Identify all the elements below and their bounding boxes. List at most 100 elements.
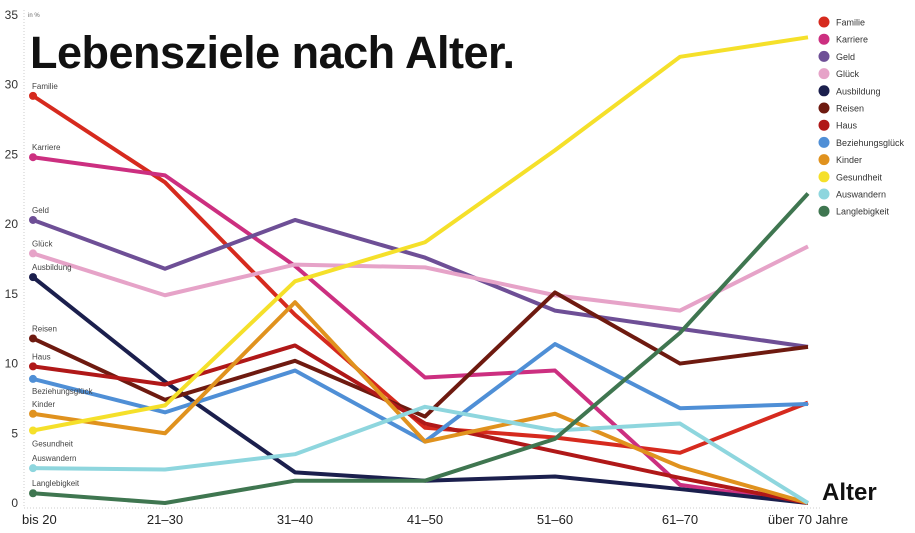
series-line xyxy=(32,35,809,433)
series-label: Auswandern xyxy=(32,454,76,463)
series-label: Geld xyxy=(32,206,49,215)
series-start-marker xyxy=(29,409,37,418)
legend-item: Ausbildung xyxy=(818,85,881,97)
legend-item: Reisen xyxy=(818,102,864,114)
series-glück: Glück xyxy=(29,239,809,313)
series-label: Reisen xyxy=(32,324,57,333)
series-label: Karriere xyxy=(32,143,61,152)
legend-swatch xyxy=(818,33,830,45)
legend-swatch xyxy=(818,50,830,62)
legend-item: Langlebigkeit xyxy=(818,205,890,217)
legend-item: Auswandern xyxy=(818,188,886,200)
y-tick-label: 25 xyxy=(5,147,19,161)
series-label: Haus xyxy=(32,352,51,361)
x-tick-label: 31–40 xyxy=(277,512,313,527)
series-karriere: Karriere xyxy=(29,143,809,505)
series-label: Gesundheit xyxy=(32,439,74,448)
series-label: Glück xyxy=(32,239,53,248)
legend-swatch xyxy=(818,205,830,217)
legend-item: Gesundheit xyxy=(818,171,883,183)
legend-label: Familie xyxy=(836,18,865,28)
series-haus: Haus xyxy=(29,343,809,505)
x-tick-label: 51–60 xyxy=(537,512,573,527)
legend-swatch xyxy=(818,188,830,200)
series-start-marker xyxy=(29,249,37,258)
legend-item: Haus xyxy=(818,119,858,131)
series-label: Langlebigkeit xyxy=(32,479,80,488)
legend-label: Auswandern xyxy=(836,190,886,200)
legend-label: Ausbildung xyxy=(836,86,881,96)
y-axis-unit: in % xyxy=(28,13,40,19)
legend-label: Reisen xyxy=(836,104,864,114)
series-line xyxy=(31,94,809,455)
x-tick-label: über 70 Jahre xyxy=(768,512,848,527)
series-label: Beziehungsglück xyxy=(32,387,93,396)
legend-swatch xyxy=(818,68,830,80)
legend-item: Beziehungsglück xyxy=(818,136,905,148)
y-tick-label: 30 xyxy=(5,78,19,92)
x-tick-label: bis 20 xyxy=(22,512,57,527)
legend-item: Karriere xyxy=(818,33,868,45)
legend-swatch xyxy=(818,154,830,166)
series-start-marker xyxy=(29,362,37,371)
series-start-marker xyxy=(29,489,37,498)
series-line xyxy=(32,192,810,505)
legend-label: Gesundheit xyxy=(836,172,883,182)
series-line xyxy=(32,244,809,313)
series-start-marker xyxy=(29,426,37,435)
series-start-marker xyxy=(29,374,37,383)
series-langlebigkeit: Langlebigkeit xyxy=(29,192,810,505)
series-auswandern: Auswandern xyxy=(29,404,810,505)
x-tick-label: 21–30 xyxy=(147,512,183,527)
series-label: Familie xyxy=(32,82,58,91)
legend-label: Kinder xyxy=(836,155,862,165)
chart-title: Lebensziele nach Alter. xyxy=(30,27,515,78)
series-geld: Geld xyxy=(29,206,809,349)
y-tick-label: 15 xyxy=(5,287,19,301)
legend-label: Geld xyxy=(836,52,855,62)
series-label: Ausbildung xyxy=(32,263,72,272)
legend-label: Haus xyxy=(836,121,858,131)
series-start-marker xyxy=(29,91,37,100)
series-start-marker xyxy=(29,334,37,343)
legend-swatch xyxy=(818,119,830,131)
series-gesundheit: Gesundheit xyxy=(29,35,809,448)
series-label: Kinder xyxy=(32,400,55,409)
y-tick-label: 10 xyxy=(5,357,19,371)
legend-label: Glück xyxy=(836,69,860,79)
series-start-marker xyxy=(29,215,37,224)
legend: Familie Karriere Geld Glück Ausbildung Reisen… xyxy=(818,16,905,217)
series-kinder: Kinder xyxy=(29,300,809,505)
series-lines: Familie Karriere Geld Glück Ausbildung Reisen… xyxy=(29,35,810,505)
legend-swatch xyxy=(818,171,830,183)
series-start-marker xyxy=(29,153,37,162)
legend-item: Familie xyxy=(818,16,865,28)
y-tick-label: 20 xyxy=(5,217,19,231)
legend-item: Geld xyxy=(818,50,855,62)
y-tick-label: 0 xyxy=(11,496,18,510)
axes: 0 5 10 15 20 25 30 35 bis 20 21–30 31–40 41–50 51–60… xyxy=(5,8,848,527)
legend-item: Kinder xyxy=(818,154,862,166)
series-line xyxy=(32,300,809,505)
series-reisen: Reisen xyxy=(29,290,809,419)
legend-swatch xyxy=(818,85,830,97)
series-start-marker xyxy=(29,273,37,282)
series-start-marker xyxy=(29,464,37,473)
series-line xyxy=(32,343,809,505)
legend-swatch xyxy=(818,102,830,114)
legend-swatch xyxy=(818,136,830,148)
series-line xyxy=(32,404,810,505)
series-line xyxy=(32,290,809,419)
x-axis-label: Alter xyxy=(822,479,877,506)
legend-label: Langlebigkeit xyxy=(836,207,890,217)
y-tick-label: 5 xyxy=(11,426,18,440)
series-line xyxy=(32,155,809,505)
legend-swatch xyxy=(818,16,830,28)
series-familie: Familie xyxy=(29,82,809,455)
y-tick-label: 35 xyxy=(5,8,19,22)
legend-label: Beziehungsglück xyxy=(836,138,905,148)
series-line xyxy=(32,217,809,349)
legend-item: Glück xyxy=(818,68,860,80)
x-tick-label: 41–50 xyxy=(407,512,443,527)
